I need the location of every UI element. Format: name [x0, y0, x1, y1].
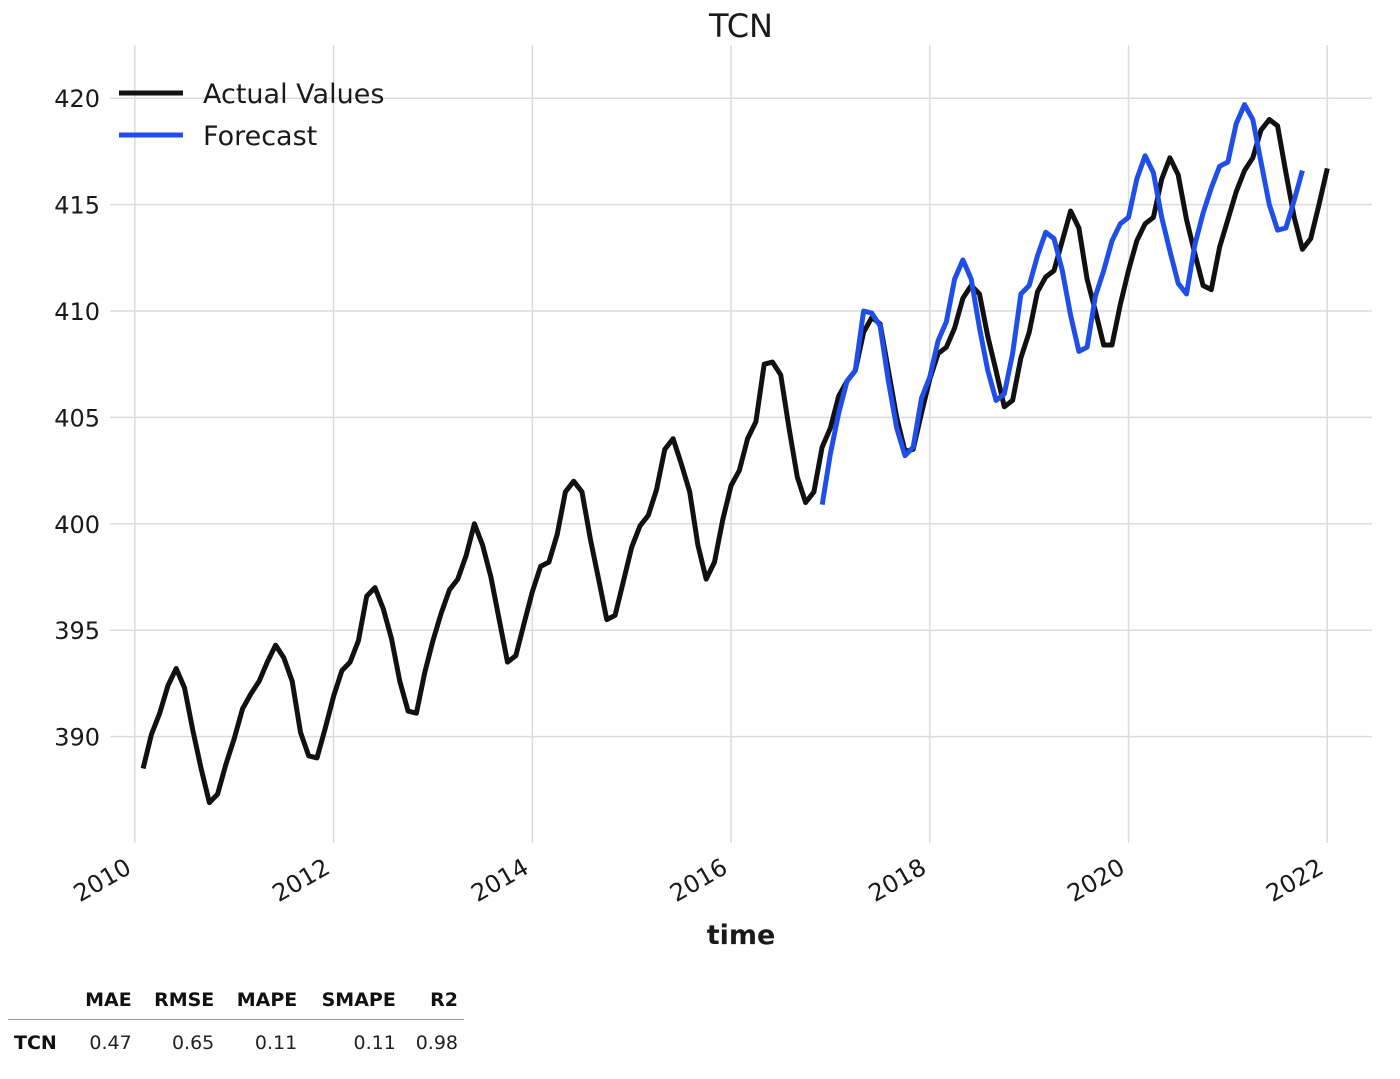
- x-tick-label: 2012: [268, 853, 335, 908]
- metrics-value-rmse: 0.65: [171, 1032, 215, 1054]
- metrics-header-mae: MAE: [70, 985, 138, 1020]
- y-tick-label: 400: [54, 511, 100, 539]
- y-tick-label: 415: [54, 192, 100, 220]
- legend-label-forecast: Forecast: [203, 121, 317, 152]
- grid-lines: [110, 45, 1372, 843]
- legend: Actual Values Forecast: [119, 79, 384, 152]
- x-axis-tick-labels: 2010 2012 2014 2016 2018 2020 2022: [69, 853, 1328, 908]
- x-tick-label: 2022: [1261, 853, 1328, 908]
- forecast-line: [819, 102, 1305, 505]
- metrics-value-smape: 0.11: [353, 1032, 396, 1054]
- y-tick-label: 420: [54, 85, 100, 113]
- legend-label-actual: Actual Values: [203, 79, 384, 110]
- table-row: TCN 0.47 0.65 0.11 0.11 0.98: [8, 1020, 464, 1059]
- actual-values-line: [140, 117, 1330, 806]
- y-tick-label: 410: [54, 298, 100, 326]
- y-tick-label: 405: [54, 404, 100, 432]
- x-tick-label: 2010: [69, 853, 136, 908]
- x-tick-label: 2016: [665, 853, 732, 908]
- series-lines: [140, 102, 1330, 806]
- x-tick-label: 2020: [1063, 853, 1130, 908]
- y-tick-label: 395: [54, 617, 100, 645]
- metrics-header-mape: MAPE: [220, 985, 304, 1020]
- metrics-header-row: MAE RMSE MAPE SMAPE R2: [8, 985, 464, 1020]
- metrics-header-smape: SMAPE: [303, 985, 402, 1020]
- metrics-header-rmse: RMSE: [137, 985, 221, 1020]
- metrics-value-r2: 0.98: [415, 1032, 458, 1054]
- metrics-header-r2: R2: [401, 985, 464, 1020]
- x-tick-label: 2018: [864, 853, 931, 908]
- x-axis-label: time: [707, 920, 776, 951]
- metrics-header-corner: [8, 985, 71, 1020]
- y-tick-label: 390: [54, 724, 100, 752]
- chart-title: TCN: [708, 7, 773, 45]
- x-tick-label: 2014: [466, 853, 533, 908]
- metrics-row-label: TCN: [14, 1032, 57, 1054]
- metrics-value-mae: 0.47: [89, 1032, 132, 1054]
- metrics-value-mape: 0.11: [254, 1032, 298, 1054]
- metrics-table: MAE RMSE MAPE SMAPE R2 TCN 0.47 0.65 0.1…: [8, 985, 464, 1058]
- y-axis-tick-labels: 390 395 400 405 410 415 420: [54, 85, 100, 751]
